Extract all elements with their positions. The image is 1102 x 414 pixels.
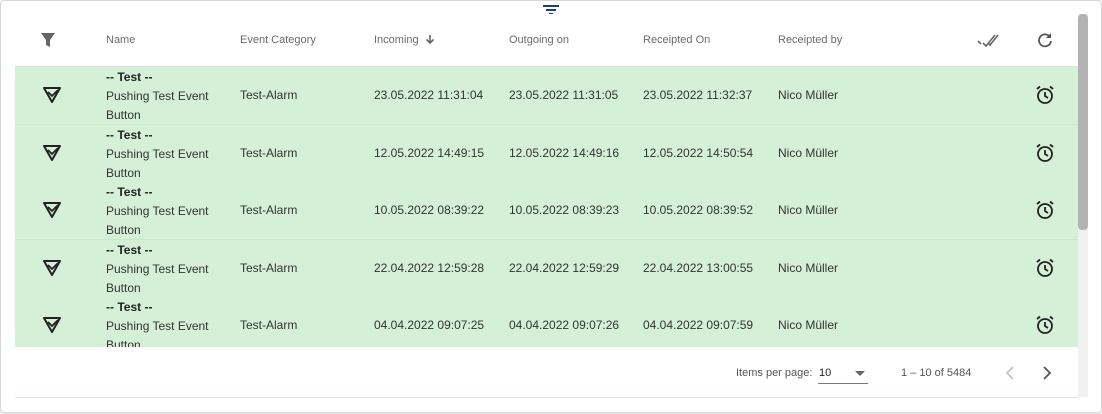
event-name: -- Test -- Pushing Test Event Button bbox=[106, 298, 209, 347]
column-header-incoming[interactable]: Incoming bbox=[374, 34, 435, 46]
event-name: -- Test -- Pushing Test Event Button bbox=[106, 183, 209, 240]
alarm-clock-icon[interactable] bbox=[1035, 315, 1055, 335]
cell-outgoing: 23.05.2022 11:31:05 bbox=[509, 88, 619, 102]
cell-outgoing: 12.05.2022 14:49:16 bbox=[509, 145, 620, 160]
event-name-line: Button bbox=[106, 338, 141, 347]
event-type-icon bbox=[43, 317, 61, 333]
cell-receipted-by: Nico Müller bbox=[778, 88, 839, 102]
arrow-down-icon bbox=[425, 35, 434, 45]
cell-receipted-by: Nico Müller bbox=[778, 145, 839, 160]
table-row[interactable]: -- Test -- Pushing Test Event Button Test-A… bbox=[15, 67, 1078, 125]
event-name: -- Test -- Pushing Test Event Button bbox=[106, 68, 209, 125]
event-name-line: Button bbox=[106, 223, 141, 237]
cell-incoming: 10.05.2022 08:39:22 bbox=[374, 203, 485, 217]
cell-receipted-on: 04.04.2022 09:07:59 bbox=[643, 318, 754, 332]
alarm-clock-icon[interactable] bbox=[1035, 200, 1055, 220]
alarm-clock-icon[interactable] bbox=[1035, 258, 1055, 278]
table-row[interactable]: -- Test -- Pushing Test Event Button Test-A… bbox=[15, 297, 1078, 347]
table-row[interactable]: -- Test -- Pushing Test Event Button Test-A… bbox=[15, 182, 1078, 240]
cell-incoming: 23.05.2022 11:31:04 bbox=[374, 88, 484, 102]
cell-category: Test-Alarm bbox=[240, 88, 298, 102]
event-type-icon bbox=[43, 202, 61, 218]
event-name-line: Pushing Test Event bbox=[106, 319, 209, 333]
cell-incoming: 04.04.2022 09:07:25 bbox=[374, 318, 485, 332]
cell-category: Test-Alarm bbox=[240, 203, 298, 217]
alarm-clock-icon[interactable] bbox=[1035, 85, 1055, 105]
event-name-line: Button bbox=[106, 165, 141, 180]
filter-icon[interactable] bbox=[40, 32, 56, 48]
event-type-icon bbox=[43, 87, 61, 103]
page-range: 1 – 10 of 5484 bbox=[901, 367, 972, 379]
column-header-receipted-on[interactable]: Receipted On bbox=[643, 34, 711, 46]
items-per-page-label: Items per page: bbox=[736, 367, 813, 379]
table-row[interactable]: -- Test -- Pushing Test Event Button Test-A… bbox=[15, 239, 1078, 298]
column-header-label: Incoming bbox=[374, 34, 419, 46]
event-title: -- Test -- bbox=[106, 127, 153, 142]
cell-category: Test-Alarm bbox=[240, 260, 298, 275]
cell-category: Test-Alarm bbox=[240, 318, 298, 332]
next-page-button[interactable] bbox=[1042, 365, 1052, 381]
column-header-name[interactable]: Name bbox=[106, 34, 136, 46]
table-header: Name Event Category Incoming Outgoing on… bbox=[15, 14, 1078, 67]
cell-outgoing: 22.04.2022 12:59:29 bbox=[509, 260, 620, 275]
cell-receipted-by: Nico Müller bbox=[778, 203, 839, 217]
cell-category: Test-Alarm bbox=[240, 145, 298, 160]
event-name: -- Test -- Pushing Test Event Button bbox=[106, 241, 209, 298]
scrollbar[interactable] bbox=[1078, 14, 1088, 397]
event-title: -- Test -- bbox=[106, 185, 153, 199]
column-header-outgoing-on[interactable]: Outgoing on bbox=[509, 34, 569, 46]
event-name-line: Pushing Test Event bbox=[106, 261, 209, 276]
event-title: -- Test -- bbox=[106, 70, 153, 84]
previous-page-button[interactable] bbox=[1005, 365, 1015, 381]
event-name-line: Pushing Test Event bbox=[106, 89, 209, 103]
paginator: Items per page: 10 1 – 10 of 5484 bbox=[15, 347, 1078, 397]
table-body: -- Test -- Pushing Test Event Button Test-A… bbox=[15, 67, 1078, 347]
alarm-clock-icon[interactable] bbox=[1035, 143, 1055, 163]
cell-incoming: 12.05.2022 14:49:15 bbox=[374, 145, 485, 160]
event-type-icon bbox=[43, 144, 61, 161]
caret-down-icon bbox=[855, 371, 865, 376]
page-size-select[interactable]: 10 bbox=[818, 361, 868, 384]
cell-receipted-on: 10.05.2022 08:39:52 bbox=[643, 203, 754, 217]
cell-incoming: 22.04.2022 12:59:28 bbox=[374, 260, 485, 275]
cell-receipted-by: Nico Müller bbox=[778, 318, 839, 332]
cell-receipted-by: Nico Müller bbox=[778, 260, 839, 275]
cell-receipted-on: 22.04.2022 13:00:55 bbox=[643, 260, 754, 275]
event-name-line: Pushing Test Event bbox=[106, 146, 209, 161]
event-name-line: Pushing Test Event bbox=[106, 204, 209, 218]
events-table: Name Event Category Incoming Outgoing on… bbox=[15, 14, 1078, 398]
column-header-receipted-by[interactable]: Receipted by bbox=[778, 34, 843, 46]
event-name-line: Button bbox=[106, 108, 141, 122]
cell-outgoing: 10.05.2022 08:39:23 bbox=[509, 203, 620, 217]
event-title: -- Test -- bbox=[106, 242, 153, 257]
event-title: -- Test -- bbox=[106, 300, 153, 314]
scrollbar-thumb[interactable] bbox=[1078, 14, 1088, 230]
event-name: -- Test -- Pushing Test Event Button bbox=[106, 126, 209, 183]
cell-receipted-on: 12.05.2022 14:50:54 bbox=[643, 145, 754, 160]
cell-receipted-on: 23.05.2022 11:32:37 bbox=[643, 88, 753, 102]
event-name-line: Button bbox=[106, 280, 141, 295]
cell-outgoing: 04.04.2022 09:07:26 bbox=[509, 318, 620, 332]
column-header-event-category[interactable]: Event Category bbox=[240, 34, 316, 46]
refresh-icon[interactable] bbox=[1037, 32, 1053, 48]
event-type-icon bbox=[43, 259, 61, 276]
table-row[interactable]: -- Test -- Pushing Test Event Button Test-A… bbox=[15, 124, 1078, 183]
page-size-value: 10 bbox=[819, 367, 832, 379]
double-check-icon[interactable] bbox=[977, 33, 999, 47]
